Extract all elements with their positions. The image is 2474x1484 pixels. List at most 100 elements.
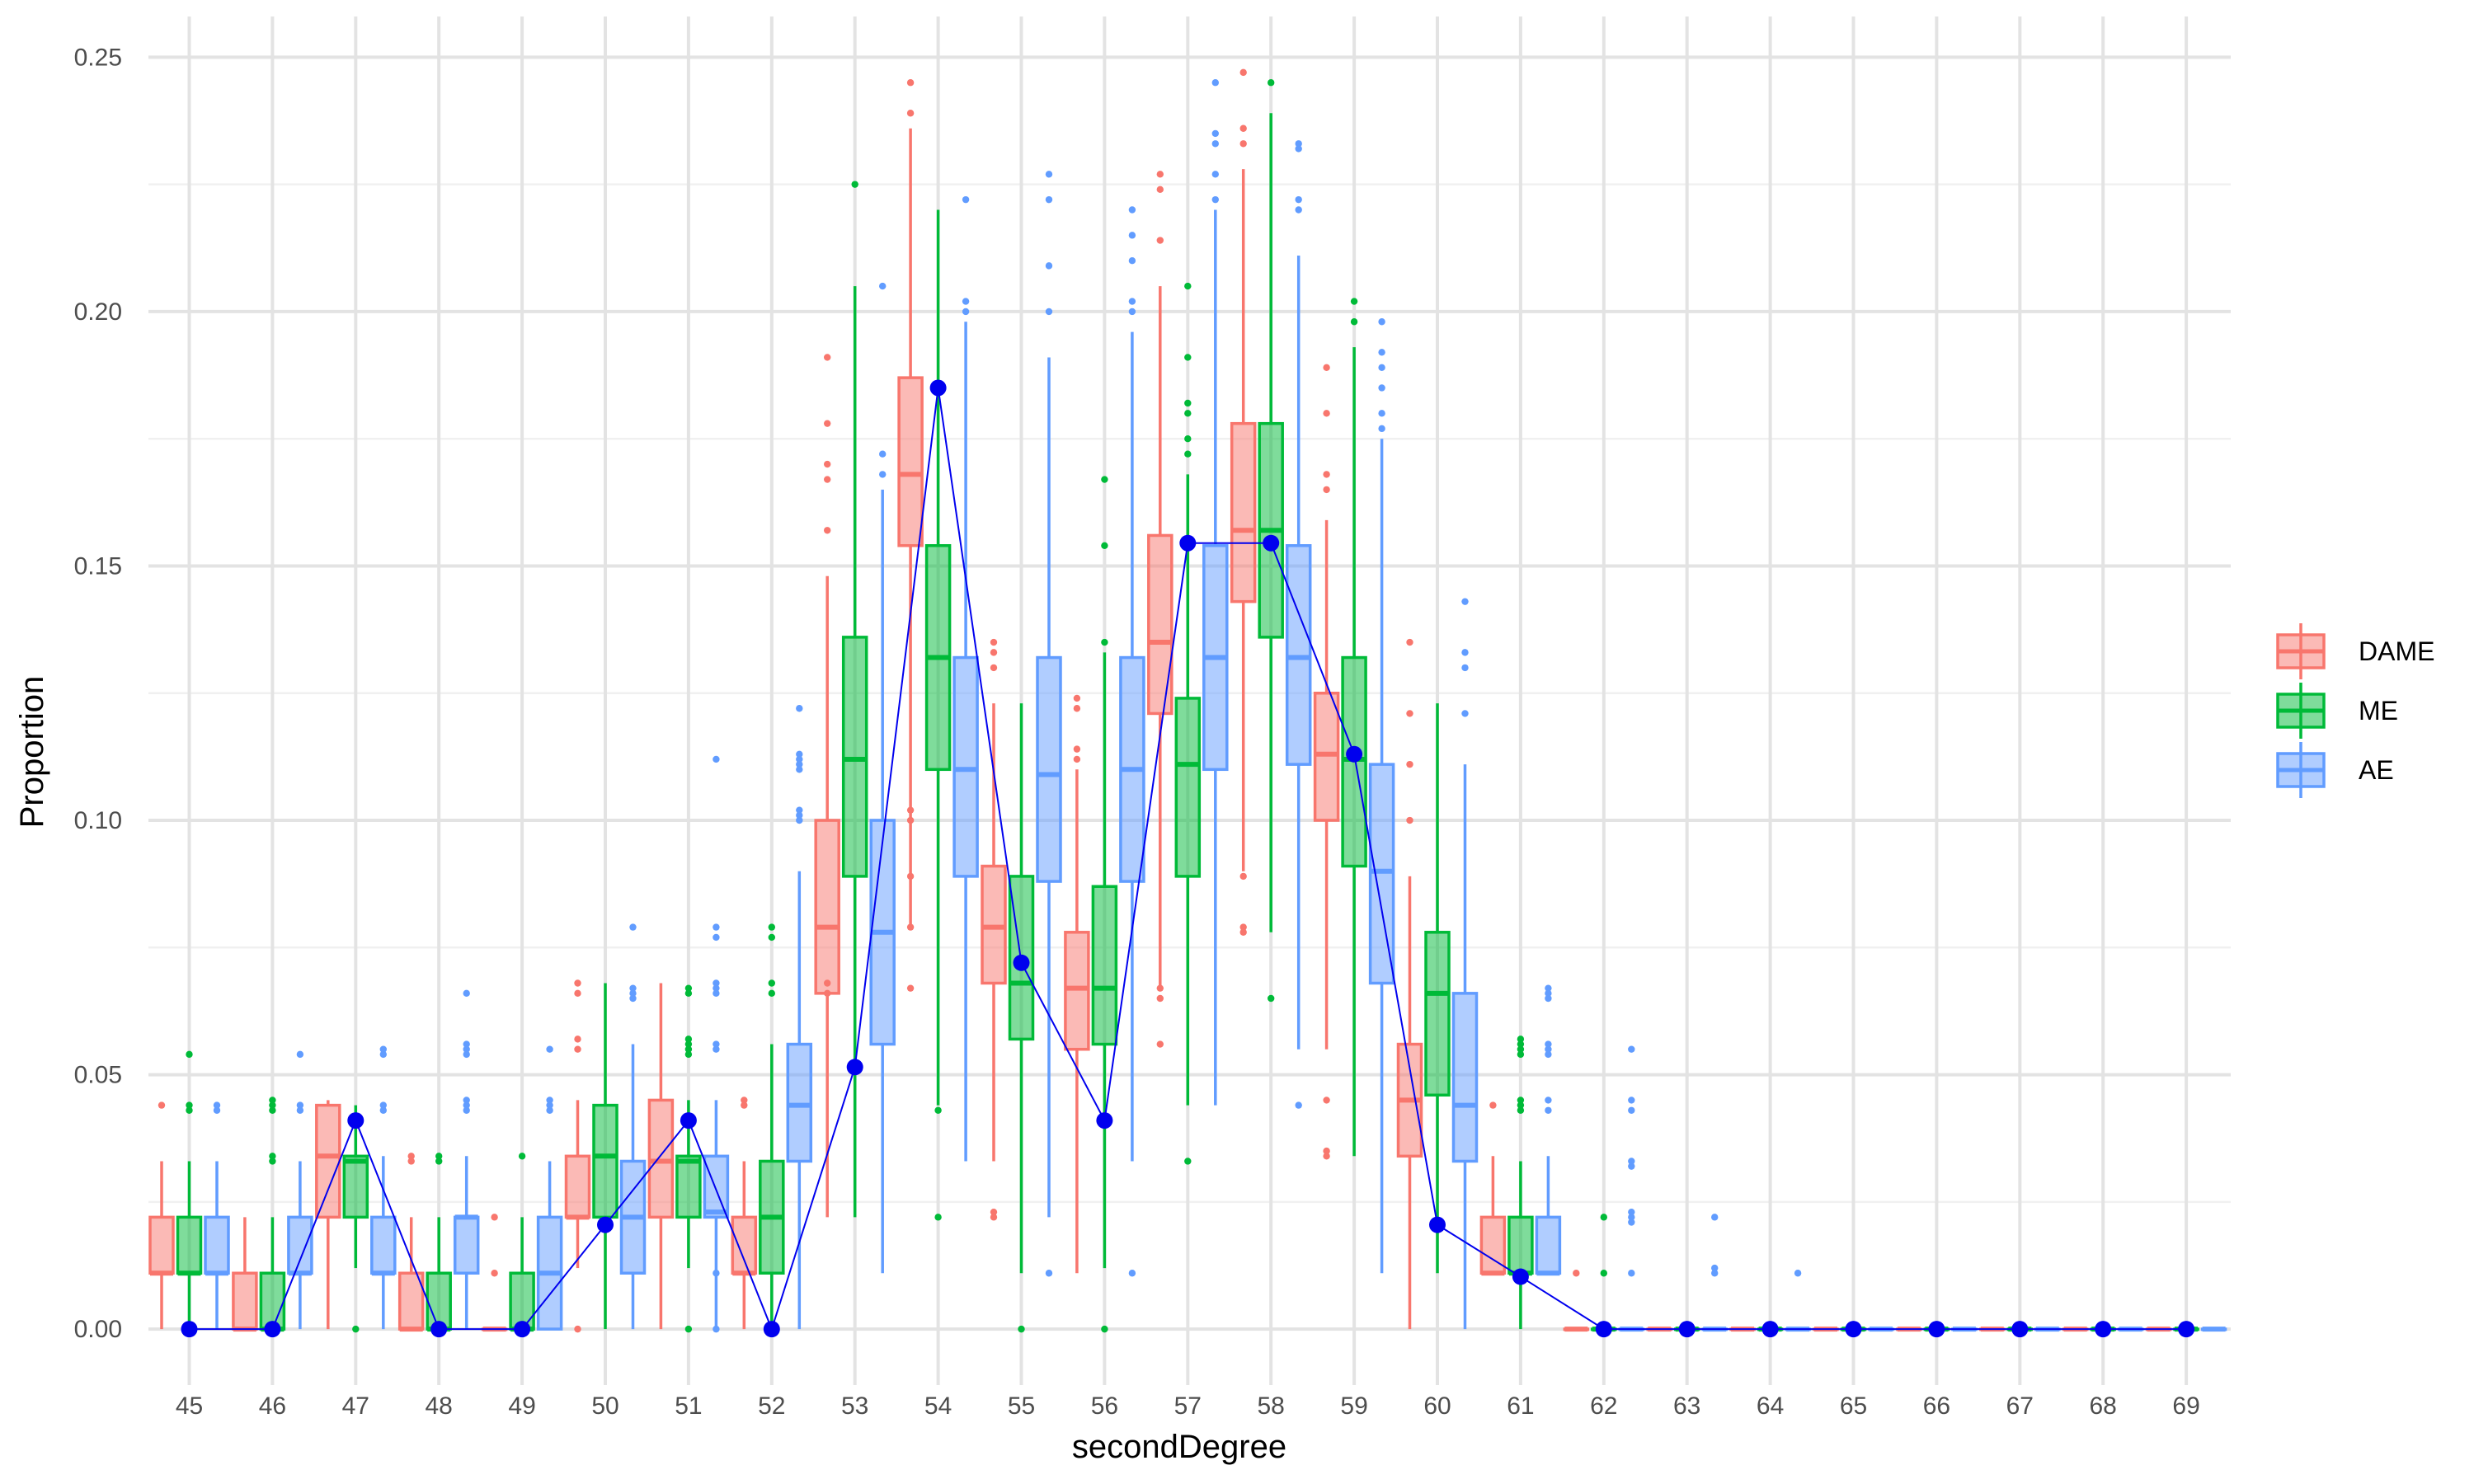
box-dame [148, 1101, 175, 1330]
reference-point [1678, 1321, 1696, 1338]
box-ae [370, 1045, 397, 1330]
box-ae [204, 1101, 230, 1330]
box-iqr [1424, 931, 1451, 1097]
outlier-point [684, 984, 693, 992]
outlier-point [906, 984, 915, 992]
outlier-point [796, 806, 803, 814]
legend-item-me: ME [2276, 683, 2398, 739]
x-tick-label: 46 [259, 1392, 286, 1420]
x-tick-label: 61 [1507, 1392, 1534, 1420]
x-tick-label: 62 [1590, 1392, 1617, 1420]
outlier-point [796, 750, 803, 758]
outlier-point [435, 1158, 443, 1165]
outlier-point [269, 1101, 276, 1109]
x-tick-label: 63 [1673, 1392, 1700, 1420]
outlier-point [1211, 195, 1220, 204]
outlier-point [491, 1270, 498, 1277]
outlier-point [269, 1097, 276, 1104]
y-tick-label: 0.10 [74, 807, 122, 834]
outlier-point [824, 476, 831, 483]
outlier-point [906, 872, 915, 881]
outlier-point [1323, 364, 1330, 371]
outlier-point [1295, 140, 1302, 148]
outlier-point [463, 1106, 470, 1114]
x-tick-label: 49 [508, 1392, 535, 1420]
outlier-point [879, 471, 887, 478]
box-iqr [952, 655, 979, 878]
outlier-point [1073, 745, 1081, 753]
box-ae [786, 705, 813, 1330]
reference-point [1096, 1112, 1113, 1129]
x-tick-label: 54 [924, 1392, 952, 1420]
outlier-point [1101, 542, 1108, 549]
outlier-point [851, 181, 858, 188]
outlier-point [741, 1101, 748, 1109]
legend: DAME ME AE [2276, 623, 2434, 798]
x-tick-label: 57 [1174, 1392, 1202, 1420]
reference-point [1263, 534, 1280, 552]
outlier-point [1073, 694, 1081, 702]
box-me [426, 1153, 452, 1332]
box-ae [619, 923, 647, 1330]
outlier-point [1461, 598, 1469, 605]
outlier-point [879, 450, 887, 458]
box-ae [1535, 984, 1562, 1276]
box-iqr [786, 1042, 813, 1163]
box-me [592, 983, 618, 1330]
outlier-point [1628, 1158, 1635, 1165]
outlier-point [1239, 928, 1247, 936]
outlier-point [546, 1106, 553, 1114]
reference-point [597, 1216, 614, 1233]
outlier-point [768, 933, 775, 942]
x-tick-label: 58 [1258, 1392, 1285, 1420]
outlier-point [1628, 1219, 1635, 1226]
box-ae [453, 989, 480, 1330]
outlier-point [213, 1106, 221, 1114]
box-dame [1563, 1270, 1590, 1332]
x-tick-label: 65 [1840, 1392, 1867, 1420]
outlier-point [684, 989, 693, 998]
outlier-point [1239, 124, 1247, 132]
outlier-point [1628, 1214, 1635, 1221]
outlier-point [906, 806, 915, 814]
box-me [1424, 703, 1451, 1274]
outlier-point [1156, 994, 1164, 1003]
outlier-point [796, 816, 803, 824]
reference-point [1429, 1216, 1446, 1233]
reference-point [1595, 1321, 1612, 1338]
outlier-point [906, 923, 915, 931]
outlier-point [1239, 872, 1247, 881]
x-tick-label: 53 [841, 1392, 868, 1420]
outlier-point [1323, 1147, 1330, 1155]
outlier-point [1101, 1325, 1108, 1333]
box-iqr [1368, 763, 1395, 985]
box-dame [1479, 1101, 1507, 1276]
reference-point [430, 1321, 448, 1338]
box-iqr [259, 1271, 286, 1331]
outlier-point [546, 1045, 553, 1053]
outlier-point [1517, 1036, 1525, 1043]
outlier-point [768, 923, 775, 931]
legend-label: AE [2359, 755, 2394, 785]
outlier-point [1156, 1040, 1164, 1048]
reference-point [680, 1112, 697, 1129]
y-tick-label: 0.00 [74, 1316, 122, 1343]
outlier-point [1461, 664, 1469, 672]
reference-point [846, 1059, 863, 1076]
outlier-point [1184, 282, 1192, 290]
x-tick-label: 64 [1757, 1392, 1784, 1420]
outlier-point [186, 1050, 193, 1059]
outlier-point [684, 1040, 693, 1048]
reference-point [1928, 1321, 1945, 1338]
outlier-point [352, 1325, 360, 1333]
outlier-point [962, 298, 970, 305]
outlier-point [1517, 1045, 1525, 1053]
box-iqr [592, 1103, 618, 1219]
outlier-point [1794, 1270, 1802, 1277]
box-dame [1313, 364, 1340, 1160]
box-iqr [731, 1215, 758, 1275]
x-tick-label: 55 [1008, 1392, 1035, 1420]
y-tick-label: 0.25 [74, 44, 122, 71]
outlier-point [463, 1040, 470, 1048]
box-dame [1230, 68, 1257, 936]
